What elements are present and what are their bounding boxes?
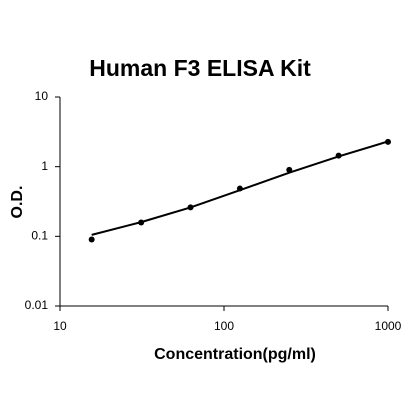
y-tick-label: 0.1: [31, 229, 48, 243]
y-axis-label: O.D.: [9, 186, 26, 219]
x-tick-label: 10: [53, 319, 67, 333]
data-point: [88, 236, 95, 243]
y-tick-label: 0.01: [25, 298, 49, 312]
fit-curve: [91, 140, 389, 236]
x-axis-label: Concentration(pg/ml): [154, 346, 316, 363]
x-tick-label: 100: [214, 319, 234, 333]
y-tick-label: 1: [41, 159, 48, 173]
chart-title: Human F3 ELISA Kit: [89, 55, 311, 81]
x-tick-label: 1000: [375, 319, 402, 333]
y-tick-label: 10: [35, 89, 49, 103]
